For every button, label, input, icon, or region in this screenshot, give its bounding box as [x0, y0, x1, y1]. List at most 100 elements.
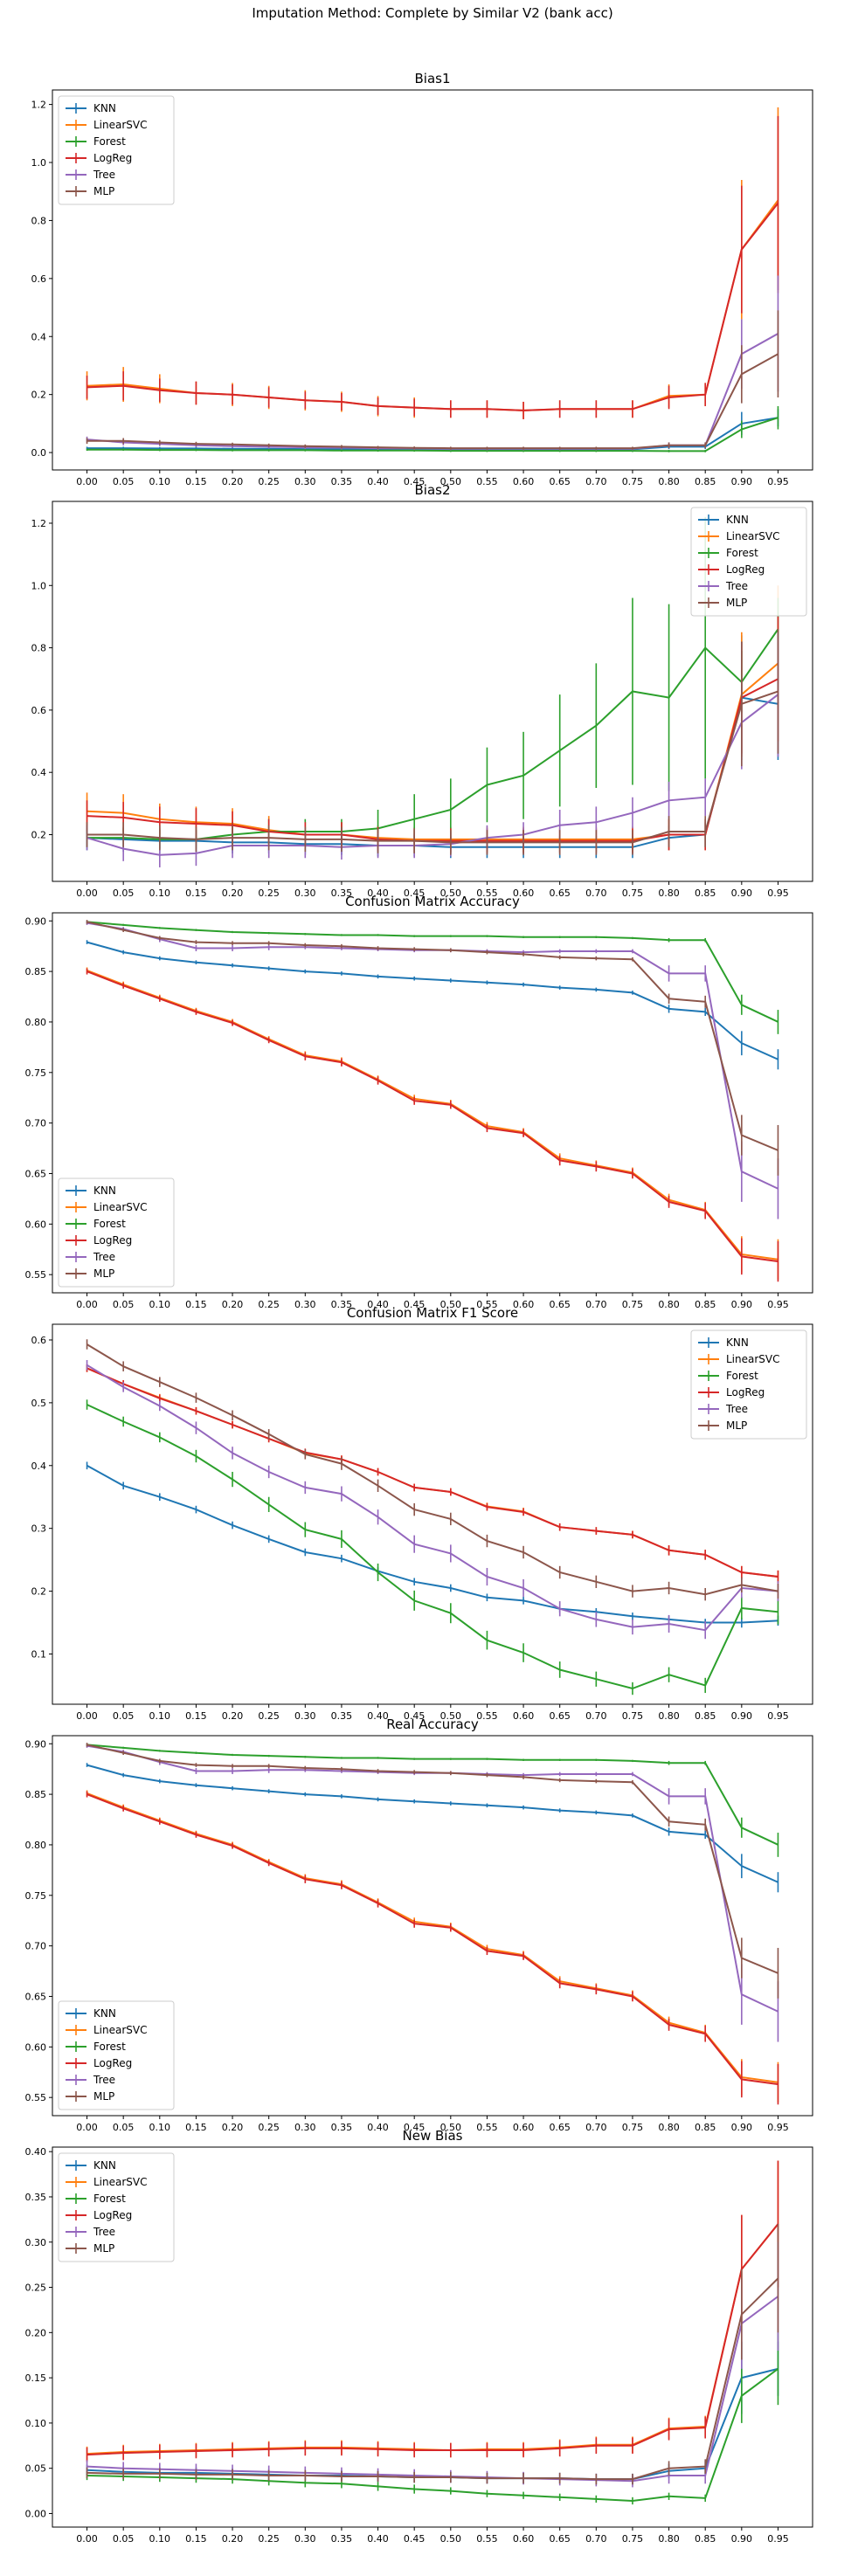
x-tick-label: 0.90	[731, 1299, 753, 1310]
plot-area	[86, 2160, 779, 2505]
y-tick-label: 0.8	[31, 643, 47, 654]
x-tick-label: 0.30	[294, 887, 316, 899]
series-line	[86, 694, 779, 856]
x-tick-label: 0.95	[767, 1710, 789, 1722]
legend-item-linearsvc: LinearSVC	[698, 1353, 780, 1365]
x-tick-label: 0.20	[222, 476, 244, 487]
x-tick-label: 0.70	[585, 1299, 607, 1310]
x-tick-label: 0.65	[549, 2122, 571, 2133]
y-tick-label: 0.90	[25, 1738, 47, 1750]
x-tick-label: 0.95	[767, 887, 789, 899]
x-tick-label: 0.55	[476, 2533, 498, 2545]
legend-label: LinearSVC	[93, 2024, 148, 2036]
y-tick-label: 0.20	[25, 2327, 47, 2338]
legend-item-mlp: MLP	[698, 597, 747, 609]
legend-label: MLP	[93, 2090, 114, 2103]
legend-label: Tree	[93, 2226, 115, 2238]
x-tick-label: 0.15	[185, 476, 207, 487]
x-tick-label: 0.15	[185, 2122, 207, 2133]
axes-frame	[52, 1735, 813, 2117]
x-tick-label: 0.30	[294, 2122, 316, 2133]
legend-label: LinearSVC	[93, 2176, 148, 2188]
x-tick-label: 0.05	[113, 476, 135, 487]
y-tick-label: 1.2	[31, 518, 47, 529]
x-tick-label: 0.10	[149, 2533, 171, 2545]
x-tick-label: 0.25	[258, 2533, 280, 2545]
x-tick-label: 0.90	[731, 887, 753, 899]
y-tick-label: 0.65	[25, 1991, 47, 2002]
series-forest	[86, 921, 779, 1034]
x-tick-label: 0.85	[695, 1710, 716, 1722]
y-tick-label: 0.55	[25, 2092, 47, 2103]
legend-label: Forest	[93, 135, 126, 148]
legend-label: LogReg	[93, 2209, 132, 2221]
series-line	[86, 1793, 778, 2086]
x-tick-label: 0.95	[767, 1299, 789, 1310]
figure-suptitle: Imputation Method: Complete by Similar V…	[252, 5, 612, 21]
x-tick-label: 0.85	[695, 476, 716, 487]
legend-item-tree: Tree	[698, 580, 748, 592]
x-tick-label: 0.05	[113, 887, 135, 899]
x-tick-label: 0.80	[658, 1299, 680, 1310]
x-tick-label: 0.10	[149, 476, 171, 487]
x-tick-label: 0.00	[76, 1710, 98, 1722]
x-tick-label: 0.95	[767, 2533, 789, 2545]
x-tick-label: 0.75	[622, 887, 644, 899]
x-tick-label: 0.85	[695, 2533, 716, 2545]
legend-label: KNN	[93, 1184, 116, 1197]
y-tick-label: 0.25	[25, 2282, 47, 2294]
legend: KNN LinearSVC Forest LogReg Tree MLP	[690, 1329, 807, 1440]
x-tick-label: 0.55	[476, 887, 498, 899]
y-tick-label: 0.60	[25, 1219, 47, 1230]
x-tick-label: 0.60	[513, 2122, 535, 2133]
y-tick-label: 0.2	[31, 1586, 47, 1598]
series-line	[86, 202, 779, 411]
x-tick-label: 0.65	[549, 1299, 571, 1310]
legend-item-linearsvc: LinearSVC	[698, 530, 780, 542]
x-tick-label: 0.95	[767, 476, 789, 487]
chart-title: Confusion Matrix Accuracy	[345, 894, 520, 909]
x-tick-label: 0.25	[258, 1299, 280, 1310]
series-line	[86, 921, 778, 1023]
series-mlp	[86, 920, 779, 1176]
legend-item-knn: KNN	[66, 102, 116, 114]
legend-item-linearsvc: LinearSVC	[66, 119, 148, 131]
plot-area	[86, 920, 779, 1282]
legend-item-knn: KNN	[698, 514, 749, 526]
legend-label: Tree	[725, 580, 748, 592]
x-tick-label: 0.75	[622, 476, 644, 487]
series-forest	[86, 1744, 779, 1857]
series-line	[86, 2277, 779, 2481]
x-tick-label: 0.80	[658, 887, 680, 899]
y-tick-label: 0.5	[31, 1398, 47, 1409]
x-tick-label: 0.50	[440, 887, 462, 899]
y-tick-label: 0.80	[25, 1017, 47, 1028]
x-tick-label: 0.90	[731, 476, 753, 487]
x-tick-label: 0.30	[294, 1299, 316, 1310]
y-tick-label: 0.2	[31, 390, 47, 401]
legend: KNN LinearSVC Forest LogReg Tree MLP	[58, 1178, 175, 1288]
legend-label: KNN	[93, 2159, 116, 2172]
legend-item-logreg: LogReg	[66, 1234, 132, 1247]
legend-item-linearsvc: LinearSVC	[66, 2024, 148, 2036]
legend-item-mlp: MLP	[66, 2242, 114, 2255]
chart-2: Bias2 0.00 0.05 0.10 0.15 0.20 0.25 0.30 0.35 0.4…	[31, 482, 813, 899]
series-mlp	[86, 2224, 779, 2485]
x-tick-label: 0.15	[185, 2533, 207, 2545]
legend-frame	[690, 1329, 807, 1440]
x-tick-label: 0.05	[113, 2533, 135, 2545]
series-line	[86, 353, 778, 450]
x-tick-label: 0.60	[513, 2533, 535, 2545]
x-tick-label: 0.20	[222, 1710, 244, 1722]
x-tick-label: 0.85	[695, 887, 716, 899]
y-tick-label: 0.6	[31, 1335, 47, 1346]
x-tick-label: 0.90	[731, 1710, 753, 1722]
x-tick-label: 0.15	[185, 1710, 207, 1722]
legend-label: LinearSVC	[93, 119, 148, 131]
x-tick-label: 0.55	[476, 1710, 498, 1722]
legend-label: LinearSVC	[726, 530, 780, 542]
chart-title: Bias2	[414, 482, 450, 498]
legend-frame	[58, 2000, 175, 2110]
series-knn	[86, 1763, 779, 1893]
